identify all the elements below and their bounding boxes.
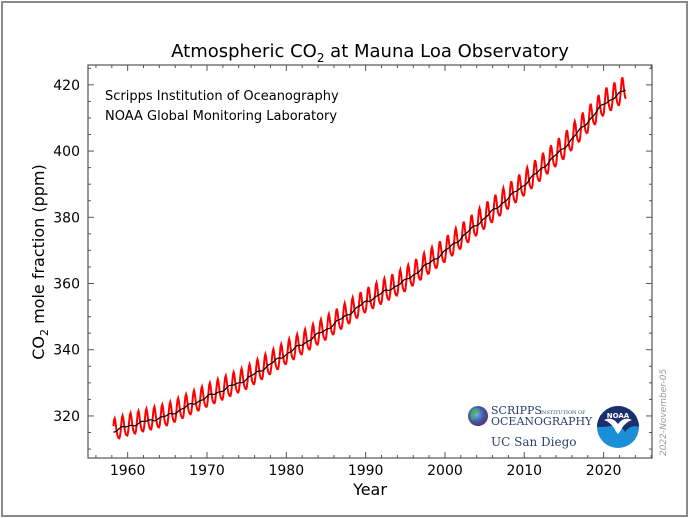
scripps-logo: SCRIPPS INSTITUTION OF OCEANOGRAPHY UC S… [468,404,593,449]
y-tick-label: 320 [53,409,80,425]
date-stamp: 2022-November-05 [659,369,669,456]
y-tick-label: 360 [53,277,80,293]
x-tick-label: 2000 [427,463,463,479]
svg-text:NOAA: NOAA [607,412,630,420]
y-tick-label: 400 [53,144,80,160]
x-axis-title: Year [352,480,387,499]
ucsd-logo: UC San Diego [491,435,577,449]
x-tick-label: 2010 [506,463,542,479]
chart-title: Atmospheric CO2 at Mauna Loa Observatory [171,41,569,65]
annotation-noaa: NOAA Global Monitoring Laboratory [105,109,337,124]
plot-area: 1960 1970 1980 1990 2000 2010 2020 320 340 360 38… [53,64,653,479]
x-tick-label: 1990 [348,463,384,479]
x-tick-label: 2020 [586,463,622,479]
x-tick-label: 1970 [189,463,225,479]
x-tick-label: 1980 [268,463,304,479]
globe-icon [468,406,488,426]
y-tick-label: 380 [53,210,80,226]
svg-text:OCEANOGRAPHY: OCEANOGRAPHY [491,415,593,428]
series-trend-co2 [113,89,626,433]
x-tick-label: 1960 [110,463,146,479]
axes-box [87,64,653,459]
y-tick-label: 340 [53,343,80,359]
y-axis-title: CO2 mole fraction (ppm) [29,164,51,360]
y-tick-label: 420 [53,78,80,94]
svg-text:INSTITUTION OF: INSTITUTION OF [540,410,586,416]
globe-land-icon [471,408,479,421]
annotation-scripps: Scripps Institution of Oceanography [105,89,339,104]
y-tick-labels: 320 340 360 380 400 420 [53,78,80,425]
svg-text:SCRIPPS: SCRIPPS [491,404,542,417]
noaa-logo: NOAA [597,406,639,448]
x-tick-labels: 1960 1970 1980 1990 2000 2010 2020 [110,463,622,479]
series-monthly-co2 [112,77,627,440]
axis-ticks [88,65,652,458]
